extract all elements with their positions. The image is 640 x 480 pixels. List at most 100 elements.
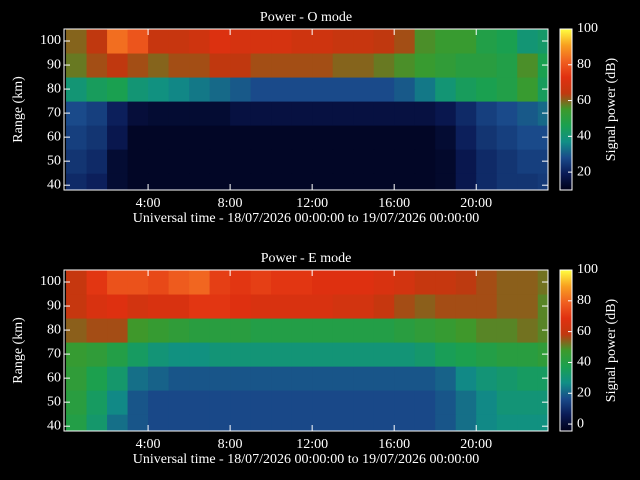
heatmap-cell bbox=[271, 29, 293, 54]
colorbar-tick-label: 40 bbox=[577, 355, 591, 370]
heatmap-cell bbox=[373, 390, 395, 415]
y-tick-label: 100 bbox=[40, 33, 61, 48]
heatmap-cell bbox=[373, 342, 395, 367]
x-axis-label: Universal time - 18/07/2026 00:00:00 to … bbox=[133, 211, 479, 226]
heatmap-cell bbox=[86, 390, 108, 415]
heatmap-cell bbox=[230, 414, 252, 431]
heatmap-cell bbox=[476, 318, 498, 343]
heatmap-cell bbox=[312, 125, 334, 150]
heatmap-cell bbox=[127, 101, 149, 126]
heatmap-cell bbox=[496, 149, 518, 174]
heatmap-cell bbox=[353, 390, 375, 415]
heatmap-cell bbox=[86, 101, 108, 126]
x-tick-label: 4:00 bbox=[136, 437, 161, 452]
heatmap-cell bbox=[394, 342, 416, 367]
colorbar-label: Signal power (dB) bbox=[604, 298, 619, 402]
heatmap-cell bbox=[312, 101, 334, 126]
heatmap-cell bbox=[189, 101, 211, 126]
heatmap-cell bbox=[86, 53, 108, 78]
heatmap-cell bbox=[455, 77, 477, 102]
heatmap-cell bbox=[291, 29, 313, 54]
heatmap-cell bbox=[332, 125, 354, 150]
heatmap-cell bbox=[66, 173, 88, 190]
heatmap-cell bbox=[168, 149, 190, 174]
heatmap-cell bbox=[435, 366, 457, 391]
colorbar-tick-label: 20 bbox=[577, 385, 591, 400]
heatmap-cell bbox=[209, 342, 231, 367]
heatmap-cell bbox=[414, 342, 436, 367]
y-tick-label: 40 bbox=[47, 418, 61, 433]
y-tick-label: 90 bbox=[47, 298, 61, 313]
heatmap-cell bbox=[86, 366, 108, 391]
x-axis-label: Universal time - 18/07/2026 00:00:00 to … bbox=[133, 452, 479, 467]
heatmap-cell bbox=[107, 270, 129, 295]
colorbar-tick-label: 20 bbox=[577, 164, 591, 179]
heatmap-cell bbox=[414, 318, 436, 343]
heatmap-cell bbox=[373, 366, 395, 391]
y-tick-label: 70 bbox=[47, 105, 61, 120]
heatmap-cell bbox=[353, 29, 375, 54]
heatmap-cell bbox=[517, 125, 539, 150]
heatmap-cell bbox=[250, 270, 272, 295]
heatmap-cell bbox=[168, 53, 190, 78]
heatmap-cell bbox=[250, 149, 272, 174]
heatmap-cell bbox=[394, 173, 416, 190]
heatmap-cell bbox=[353, 294, 375, 319]
heatmap-cell bbox=[312, 173, 334, 190]
heatmap-cell bbox=[66, 390, 88, 415]
heatmap-cell bbox=[496, 390, 518, 415]
heatmap-cell bbox=[107, 414, 129, 431]
heatmap-cell bbox=[517, 294, 539, 319]
heatmap-cell bbox=[107, 29, 129, 54]
heatmap-cell bbox=[189, 173, 211, 190]
heatmap-cell bbox=[537, 173, 548, 190]
heatmap-cell bbox=[476, 294, 498, 319]
heatmap-cell bbox=[168, 29, 190, 54]
heatmap-cell bbox=[435, 342, 457, 367]
chart-title: Power - E mode bbox=[261, 251, 352, 266]
y-tick-label: 70 bbox=[47, 346, 61, 361]
heatmap-cell bbox=[107, 77, 129, 102]
x-tick-label: 4:00 bbox=[136, 196, 161, 211]
heatmap-cell bbox=[230, 125, 252, 150]
heatmap-cell bbox=[414, 390, 436, 415]
heatmap-cell bbox=[66, 270, 88, 295]
heatmap-cell bbox=[517, 342, 539, 367]
heatmap-cell bbox=[107, 366, 129, 391]
heatmap-cell bbox=[517, 173, 539, 190]
heatmap-cell bbox=[127, 342, 149, 367]
heatmap-cell bbox=[168, 125, 190, 150]
heatmap-cell bbox=[353, 342, 375, 367]
heatmap-cell bbox=[107, 53, 129, 78]
heatmap-cell bbox=[189, 390, 211, 415]
heatmap-cell bbox=[168, 318, 190, 343]
heatmap-cell bbox=[517, 149, 539, 174]
chart-title: Power - O mode bbox=[260, 10, 352, 25]
heatmap-cell bbox=[455, 390, 477, 415]
y-tick-label: 60 bbox=[47, 129, 61, 144]
heatmap-cell bbox=[168, 414, 190, 431]
heatmap-cell bbox=[394, 77, 416, 102]
heatmap-cell bbox=[230, 173, 252, 190]
heatmap-cell bbox=[168, 77, 190, 102]
y-tick-label: 50 bbox=[47, 153, 61, 168]
heatmap-cell bbox=[353, 53, 375, 78]
heatmap-cell bbox=[394, 29, 416, 54]
heatmap-cell bbox=[271, 125, 293, 150]
heatmap-cell bbox=[209, 29, 231, 54]
heatmap-cell bbox=[66, 318, 88, 343]
heatmap-cell bbox=[168, 270, 190, 295]
heatmap-cell bbox=[312, 390, 334, 415]
heatmap-cell bbox=[148, 29, 170, 54]
heatmap-cell bbox=[250, 366, 272, 391]
heatmap-cell bbox=[394, 366, 416, 391]
heatmap-cell bbox=[332, 390, 354, 415]
heatmap-cell bbox=[394, 149, 416, 174]
heatmap-cell bbox=[230, 390, 252, 415]
heatmap-cell bbox=[414, 414, 436, 431]
heatmap-cell bbox=[148, 270, 170, 295]
heatmap-cell bbox=[517, 53, 539, 78]
heatmap-cell bbox=[394, 270, 416, 295]
heatmap-cell bbox=[455, 101, 477, 126]
